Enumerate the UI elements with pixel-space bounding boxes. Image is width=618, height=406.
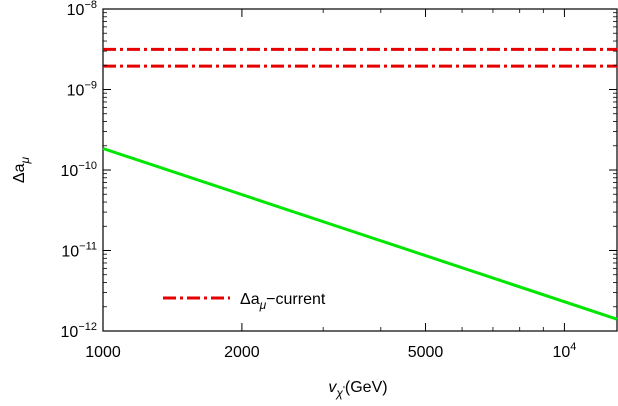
y-tick-label: 10−8 xyxy=(67,0,97,19)
y-tick-label: 10−10 xyxy=(61,160,97,180)
x-axis-label: vχ'(GeV) xyxy=(328,379,387,400)
plot-frame xyxy=(102,8,618,332)
y-tick-label: 10−9 xyxy=(67,80,97,100)
x-tick-label: 5000 xyxy=(408,344,444,361)
legend-label: Δaμ−current xyxy=(240,291,326,312)
x-tick-label: 104 xyxy=(552,341,576,361)
y-axis-label: Δaμ xyxy=(11,156,32,183)
y-tick-label: 10−11 xyxy=(61,241,97,261)
prediction-line xyxy=(102,147,618,321)
x-tick-label: 1000 xyxy=(85,344,121,361)
y-tick-label: 10−12 xyxy=(61,321,97,341)
x-tick-label: 2000 xyxy=(224,344,260,361)
